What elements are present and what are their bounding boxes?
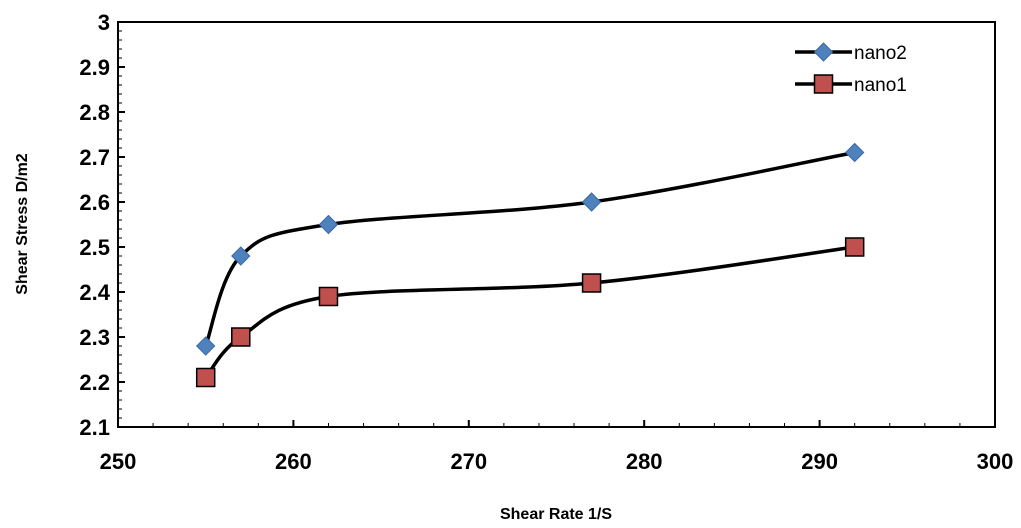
data-point-nano1 — [581, 273, 602, 293]
legend-label-nano2: nano2 — [854, 43, 907, 64]
x-tick-label: 300 — [977, 449, 1014, 474]
plot-area — [117, 21, 996, 428]
x-tick-label: 270 — [450, 449, 487, 474]
series-line-nano2 — [204, 150, 856, 347]
y-tick-label: 2.2 — [79, 370, 110, 395]
data-point-nano1 — [844, 237, 865, 257]
y-tick-label: 2.1 — [79, 415, 110, 440]
x-axis-ticks: 250 260 270 280 290 300 — [100, 420, 1014, 474]
data-point-nano2 — [844, 142, 865, 163]
y-tick-label: 2.6 — [79, 190, 110, 215]
y-tick-label: 2.5 — [79, 235, 110, 260]
y-axis-ticks: 2.1 2.2 2.3 2.4 2.5 2.6 2.7 2.8 2.9 3 — [79, 10, 125, 440]
legend-marker-nano2 — [813, 42, 834, 62]
data-point-nano1 — [195, 367, 216, 388]
y-tick-label: 3 — [98, 10, 110, 35]
data-point-nano1 — [231, 327, 251, 347]
legend: nano2 nano1 — [795, 42, 907, 96]
legend-marker-nano1 — [813, 74, 834, 94]
legend-label-nano1: nano1 — [854, 75, 907, 96]
data-point-nano2 — [231, 246, 251, 266]
series-markers — [195, 142, 865, 388]
x-axis-title: Shear Rate 1/S — [500, 506, 612, 523]
y-tick-label: 2.4 — [79, 280, 110, 305]
y-tick-label: 2.9 — [79, 55, 110, 80]
data-point-nano1 — [318, 286, 339, 307]
data-point-nano2 — [318, 214, 339, 235]
y-axis-minor-ticks — [118, 30, 122, 419]
y-tick-label: 2.7 — [79, 145, 110, 170]
data-point-nano2 — [195, 336, 216, 356]
x-tick-label: 290 — [801, 449, 838, 474]
y-tick-label: 2.8 — [79, 100, 110, 125]
x-tick-label: 260 — [275, 449, 312, 474]
data-point-nano2 — [581, 192, 602, 212]
y-axis-title: Shear Stress D/m2 — [14, 153, 31, 295]
x-tick-label: 280 — [626, 449, 663, 474]
x-tick-label: 250 — [100, 449, 137, 474]
x-axis-minor-ticks — [152, 423, 961, 427]
y-tick-label: 2.3 — [79, 325, 110, 350]
